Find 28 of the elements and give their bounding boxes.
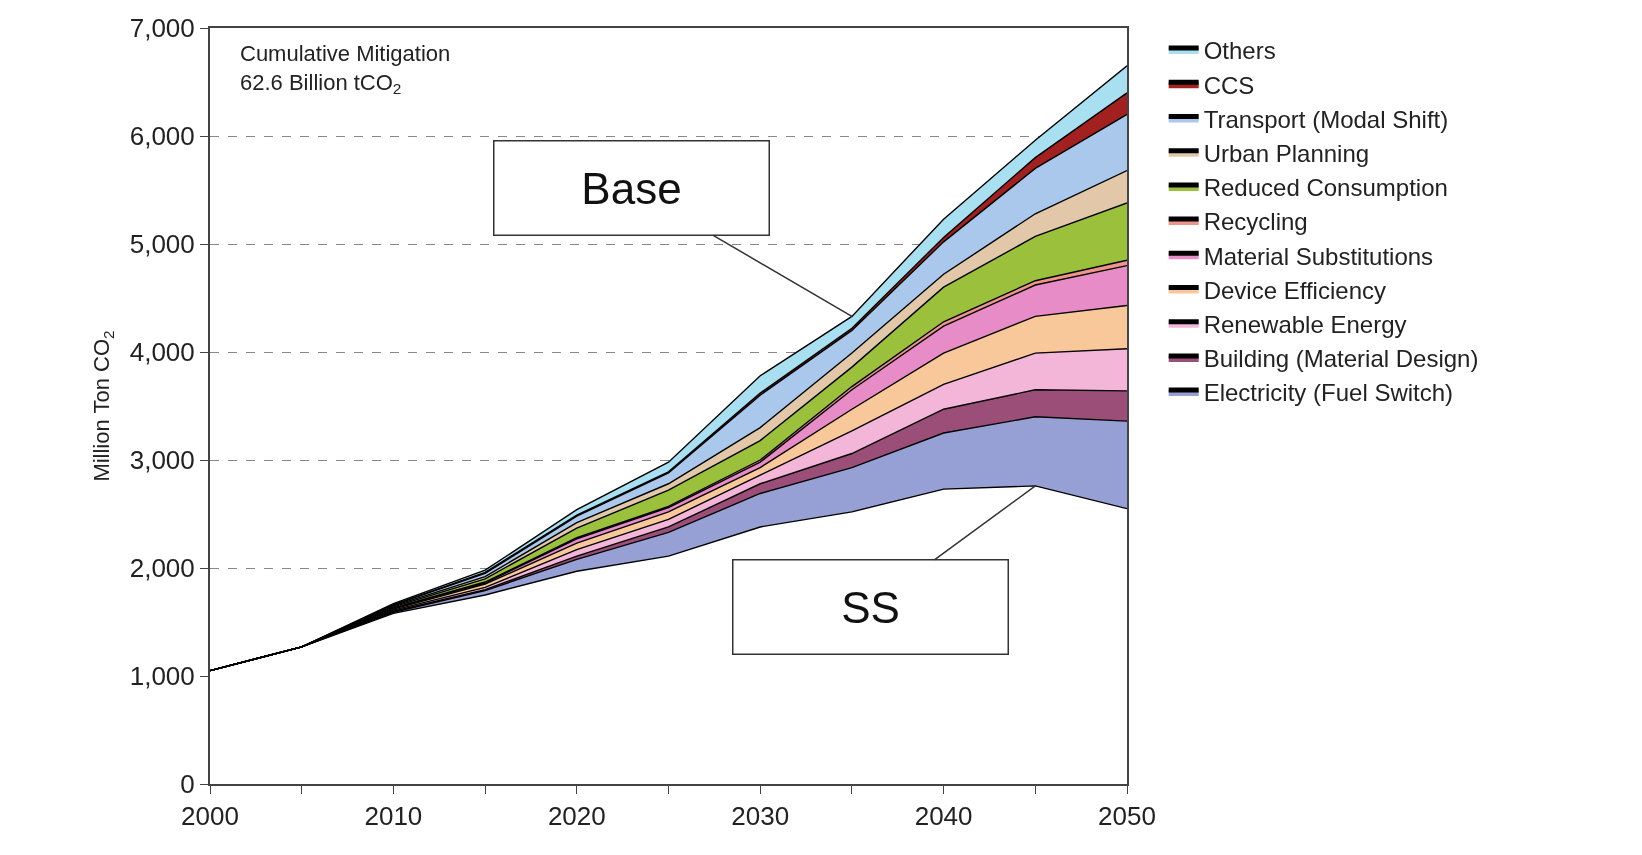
x-tick-label: 2030 (731, 801, 790, 832)
legend-label: Urban Planning (1203, 140, 1370, 168)
x-tick-label: 2040 (914, 801, 973, 832)
legend-label: Reduced Consumption (1203, 174, 1448, 202)
x-tick-label: 2020 (547, 801, 606, 832)
y-tick-label: 2,000 (129, 553, 195, 584)
y-tick-label: 3,000 (129, 445, 195, 476)
x-tick-label: 2010 (364, 801, 423, 832)
legend-label: Recycling (1203, 208, 1308, 236)
legend-label: Building (Material Design) (1203, 345, 1479, 373)
legend-label: Electricity (Fuel Switch) (1203, 379, 1454, 407)
legend-label: Device Efficiency (1203, 276, 1386, 304)
annotation: Cumulative Mitigation 62.6 Billion tCO$_{2}$ (240, 41, 451, 98)
legend-label: Transport (Modal Shift) (1203, 105, 1449, 133)
y-tick-label: 0 (180, 769, 195, 800)
y-tick-label: 4,000 (129, 337, 195, 368)
x-tick-label: 2000 (181, 801, 239, 832)
legend-label: Others (1203, 37, 1276, 65)
y-tick-label: 1,000 (129, 661, 195, 692)
legend-label: CCS (1203, 71, 1255, 99)
y-tick-label: 6,000 (129, 121, 195, 152)
legend-label: Material Substitutions (1203, 242, 1434, 270)
y-tick-label: 7,000 (129, 13, 195, 44)
annotation: Base (581, 163, 682, 213)
y-tick-label: 5,000 (129, 229, 195, 260)
legend-label: Renewable Energy (1203, 311, 1407, 339)
annotation: SS (841, 582, 900, 632)
x-tick-label: 2050 (1098, 801, 1156, 832)
